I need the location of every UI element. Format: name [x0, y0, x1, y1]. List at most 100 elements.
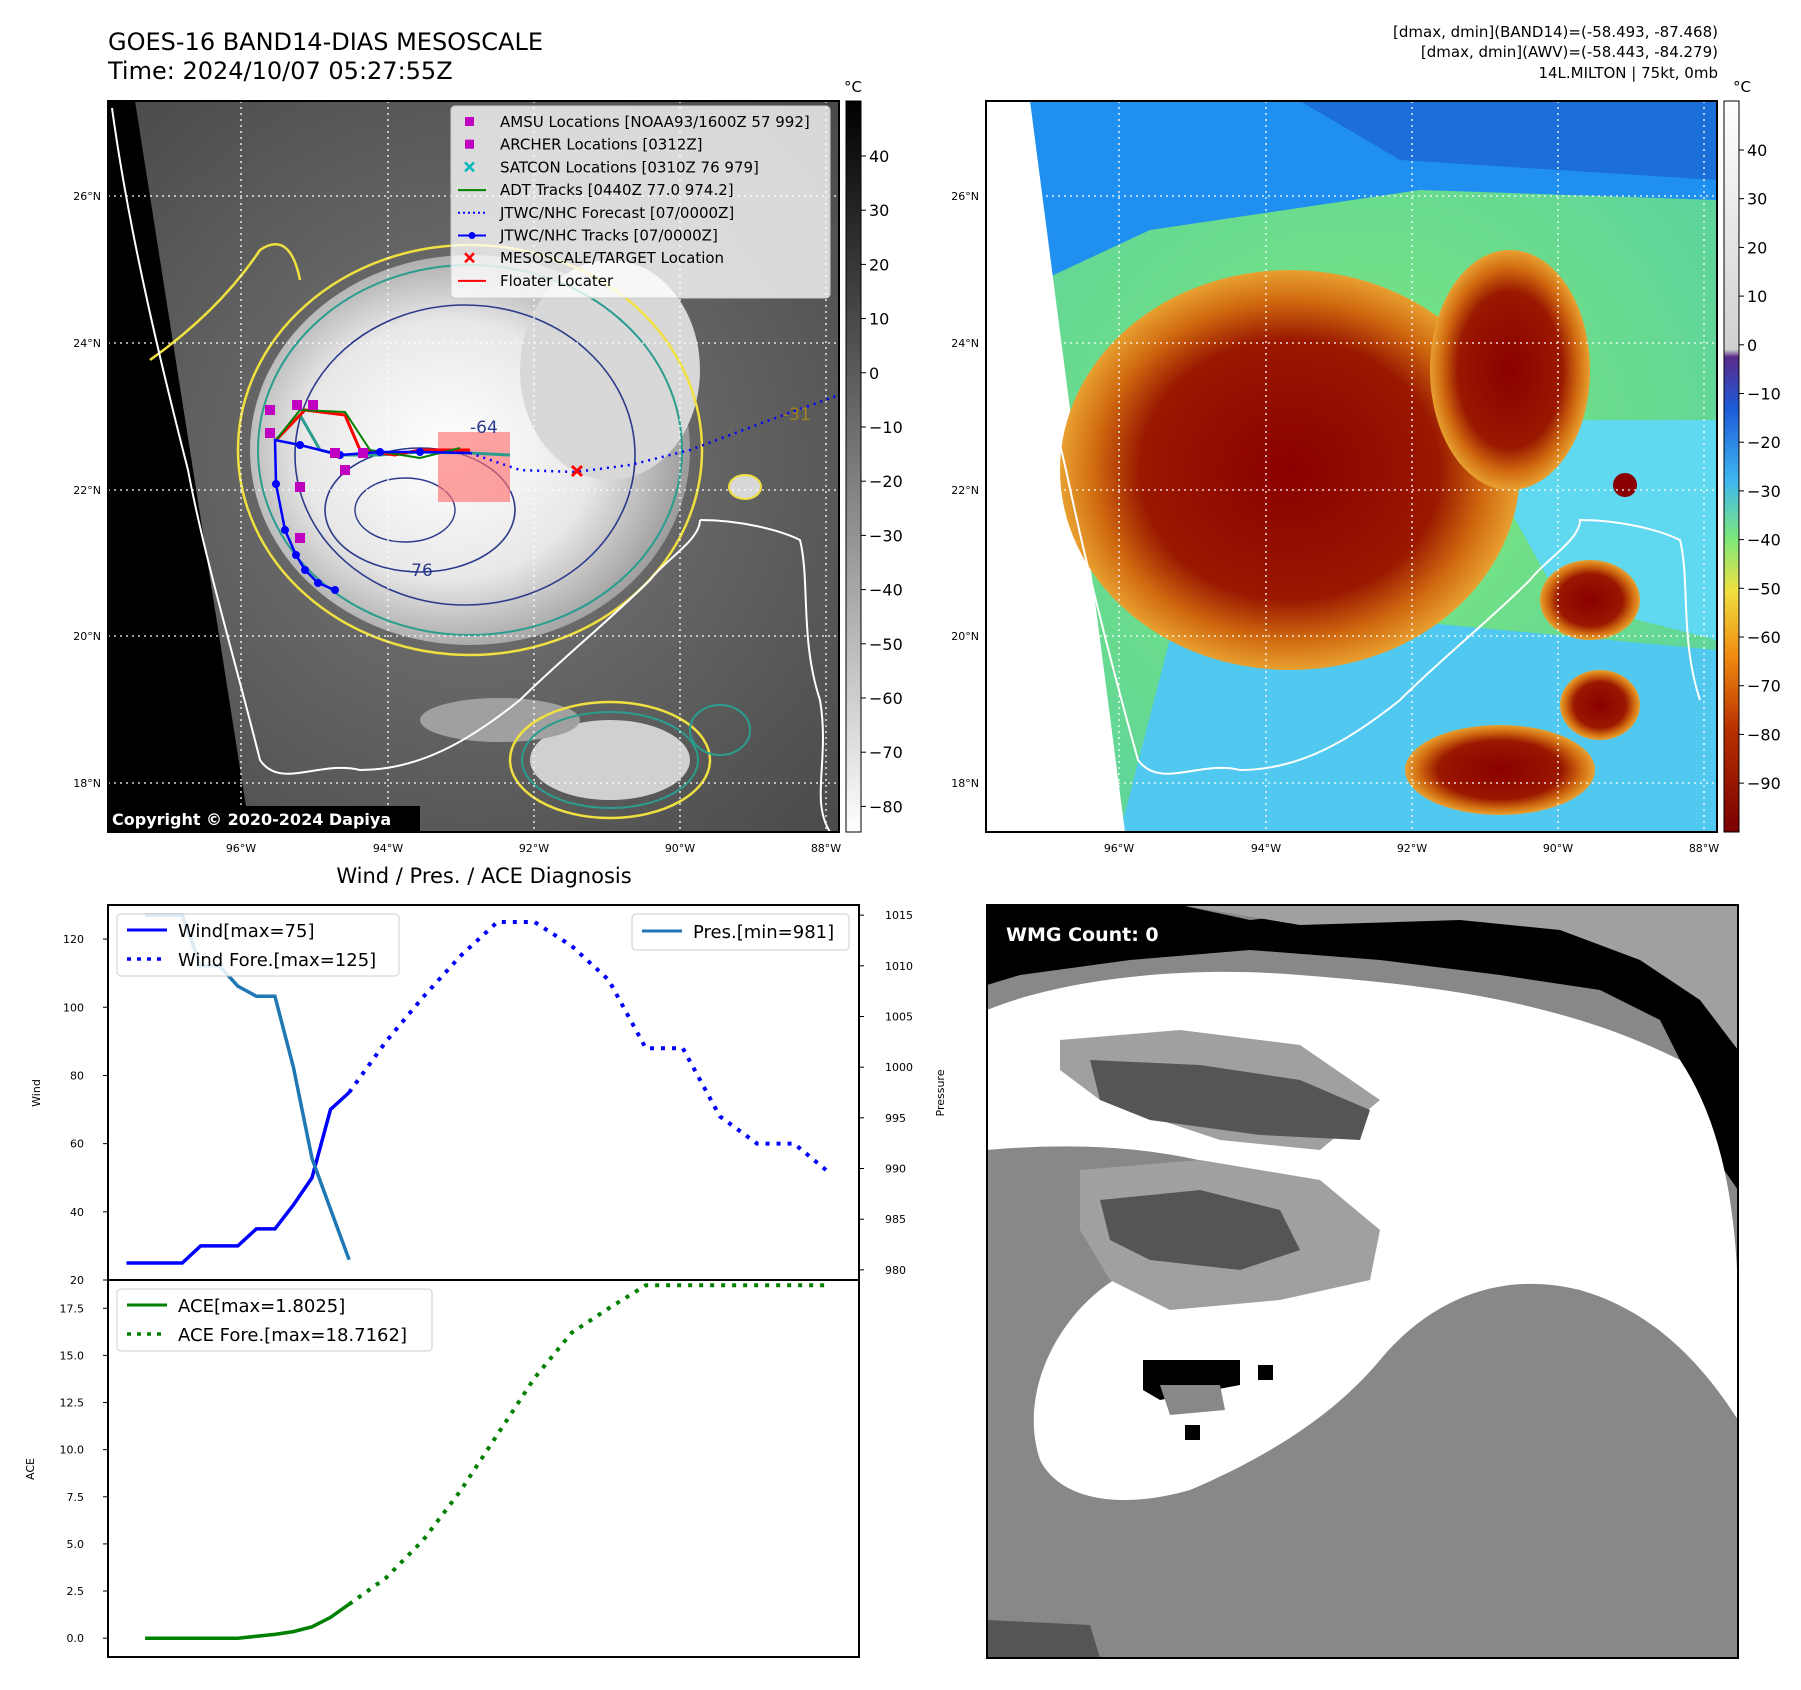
windSeries-line-1: [347, 920, 833, 1176]
ace-tick-label-1: 2.5: [67, 1585, 85, 1598]
ace-tick-label-0: 0.0: [67, 1632, 85, 1645]
grayTicks-label-4: 0: [869, 364, 879, 383]
awv-lon-96: 96°W: [1104, 842, 1134, 855]
wind-axis-ticks: 20 40 60 80 100 120: [63, 933, 108, 1287]
ir-lon-88: 88°W: [811, 842, 841, 855]
legend-entry-4: JTWC/NHC Forecast [07/0000Z]: [458, 204, 734, 222]
pressure-tick-label-5: 1005: [885, 1010, 913, 1023]
awv-lon-94: 94°W: [1251, 842, 1281, 855]
pressure-tick-label-1: 985: [885, 1213, 906, 1226]
ir-lat-22: 22°N: [73, 484, 101, 497]
awvTicks-label-8: −40: [1747, 531, 1781, 550]
ace-tick-label-7: 17.5: [60, 1302, 85, 1315]
copyright-text: Copyright © 2020-2024 Dapiya: [112, 810, 391, 829]
pressure-axis-label: Pressure: [934, 1069, 947, 1116]
pressure-axis-ticks: 980 985 990 995 1000 1005 1010 1015: [859, 909, 913, 1277]
grayTicks-label-6: −20: [869, 472, 903, 491]
grayTicks-label-7: −30: [869, 526, 903, 545]
wind-tick-label-1: 40: [70, 1206, 84, 1219]
storm-info: 14L.MILTON | 75kt, 0mb: [1538, 64, 1718, 82]
contour-label-64: -64: [470, 418, 498, 438]
ir-lon-90: 90°W: [665, 842, 695, 855]
map-legend: AMSU Locations [NOAA93/1600Z 57 992] ARCH…: [450, 105, 831, 299]
gray-colorbar: [845, 100, 862, 833]
ir-lon-94: 94°W: [373, 842, 403, 855]
grayTicks-label-8: −40: [869, 581, 903, 600]
band14-range: [dmax, dmin](BAND14)=(-58.493, -87.468): [1393, 23, 1718, 41]
legend-entry-1: ARCHER Locations [0312Z]: [465, 136, 703, 154]
wind-tick-label-5: 120: [63, 933, 84, 946]
ir-lat-26: 26°N: [73, 190, 101, 203]
awvTicks-label-11: −70: [1747, 677, 1781, 696]
grayTicks-label-12: −80: [869, 797, 903, 816]
pressure-tick-label-7: 1015: [885, 909, 913, 922]
awv-map-frame: [985, 100, 1718, 833]
legend-label-4: JTWC/NHC Forecast [07/0000Z]: [499, 204, 734, 222]
ace-tick-label-6: 15.0: [60, 1349, 85, 1362]
ace-axis-ticks: 0.0 2.5 5.0 7.5 10.0 12.5 15.0 17.5: [60, 1302, 108, 1645]
awv-colorbar: [1723, 100, 1740, 833]
ace-tick-label-5: 12.5: [60, 1397, 85, 1410]
legend-label-3: ADT Tracks [0440Z 77.0 974.2]: [500, 181, 734, 199]
awv-satellite-image: [986, 101, 1717, 832]
awvTicks-label-6: −20: [1747, 433, 1781, 452]
grayTicks-label-1: 30: [869, 201, 889, 220]
ace-tick-label-2: 5.0: [67, 1538, 85, 1551]
awvTicks-label-3: 10: [1747, 287, 1767, 306]
awvTicks-label-13: −90: [1747, 774, 1781, 793]
awv-lat-labels: 26°N 24°N 22°N 20°N 18°N: [951, 190, 979, 790]
wind-axis-label: Wind: [30, 1079, 43, 1107]
awv-lat-20: 20°N: [951, 630, 979, 643]
figure-title: GOES-16 BAND14-DIAS MESOSCALE: [108, 28, 544, 56]
legend-entry-3: ADT Tracks [0440Z 77.0 974.2]: [458, 181, 734, 199]
ace-legend: ACE[max=1.8025] ACE Fore.[max=18.7162]: [116, 1288, 433, 1352]
legend-label-6: MESOSCALE/TARGET Location: [500, 249, 724, 267]
grayTicks-label-2: 20: [869, 255, 889, 274]
wind-legend-forecast: Wind Fore.[max=125]: [178, 950, 376, 971]
pressure-tick-label-2: 990: [885, 1163, 906, 1176]
ir-lat-labels: 26°N 24°N 22°N 20°N 18°N: [73, 190, 101, 790]
wind-tick-label-4: 100: [63, 1001, 84, 1014]
awv-lon-92: 92°W: [1397, 842, 1427, 855]
grayTicks-label-10: −60: [869, 689, 903, 708]
diagnosis-title: Wind / Pres. / ACE Diagnosis: [336, 864, 631, 888]
ir-lon-labels: 96°W 94°W 92°W 90°W 88°W: [226, 842, 841, 855]
grayTicks-label-5: −10: [869, 418, 903, 437]
awv-range: [dmax, dmin](AWV)=(-58.443, -84.279): [1420, 43, 1718, 61]
ir-lat-24: 24°N: [73, 337, 101, 350]
legend-label-7: Floater Locater: [500, 272, 614, 290]
ir-lat-18: 18°N: [73, 777, 101, 790]
awvTicks-label-1: 30: [1747, 190, 1767, 209]
ir-lon-96: 96°W: [226, 842, 256, 855]
legend-entry-0: AMSU Locations [NOAA93/1600Z 57 992]: [465, 113, 810, 131]
awv-lat-18: 18°N: [951, 777, 979, 790]
awvTicks-label-5: −10: [1747, 385, 1781, 404]
awvTicks-label-7: −30: [1747, 482, 1781, 501]
wind-tick-label-2: 60: [70, 1138, 84, 1151]
wind-tick-label-0: 20: [70, 1274, 84, 1287]
legend-label-0: AMSU Locations [NOAA93/1600Z 57 992]: [500, 113, 810, 131]
legend-marker-1: [465, 139, 474, 149]
wind-legend-observed: Wind[max=75]: [178, 921, 315, 942]
pressure-tick-label-0: 980: [885, 1264, 906, 1277]
legend-label-5: JTWC/NHC Tracks [07/0000Z]: [499, 227, 718, 245]
grayTicks-label-0: 40: [869, 147, 889, 166]
awv-lon-88: 88°W: [1689, 842, 1719, 855]
wmg-count-label: WMG Count: 0: [1006, 924, 1159, 946]
awv-lat-24: 24°N: [951, 337, 979, 350]
grayTicks-label-11: −70: [869, 743, 903, 762]
pressure-tick-label-3: 995: [885, 1112, 906, 1125]
pressure-tick-label-4: 1000: [885, 1061, 913, 1074]
ace-legend-observed: ACE[max=1.8025]: [178, 1296, 345, 1317]
awv-lon-90: 90°W: [1543, 842, 1573, 855]
wind-legend: Wind[max=75] Wind Fore.[max=125]: [116, 913, 400, 977]
awv-colorbar-ticks: 40 30 20 10 0 −10 −20 −30 −40 −50 −60 −70 −80 −90: [1739, 141, 1781, 793]
legend-entry-6: MESOSCALE/TARGET Location: [464, 249, 724, 267]
copyright-box: [108, 806, 420, 832]
grayTicks-label-3: 10: [869, 310, 889, 329]
ir-lat-20: 20°N: [73, 630, 101, 643]
pressure-tick-label-6: 1010: [885, 960, 913, 973]
ace-series: [145, 1283, 832, 1640]
aceSeries-line-0: [145, 1602, 351, 1640]
